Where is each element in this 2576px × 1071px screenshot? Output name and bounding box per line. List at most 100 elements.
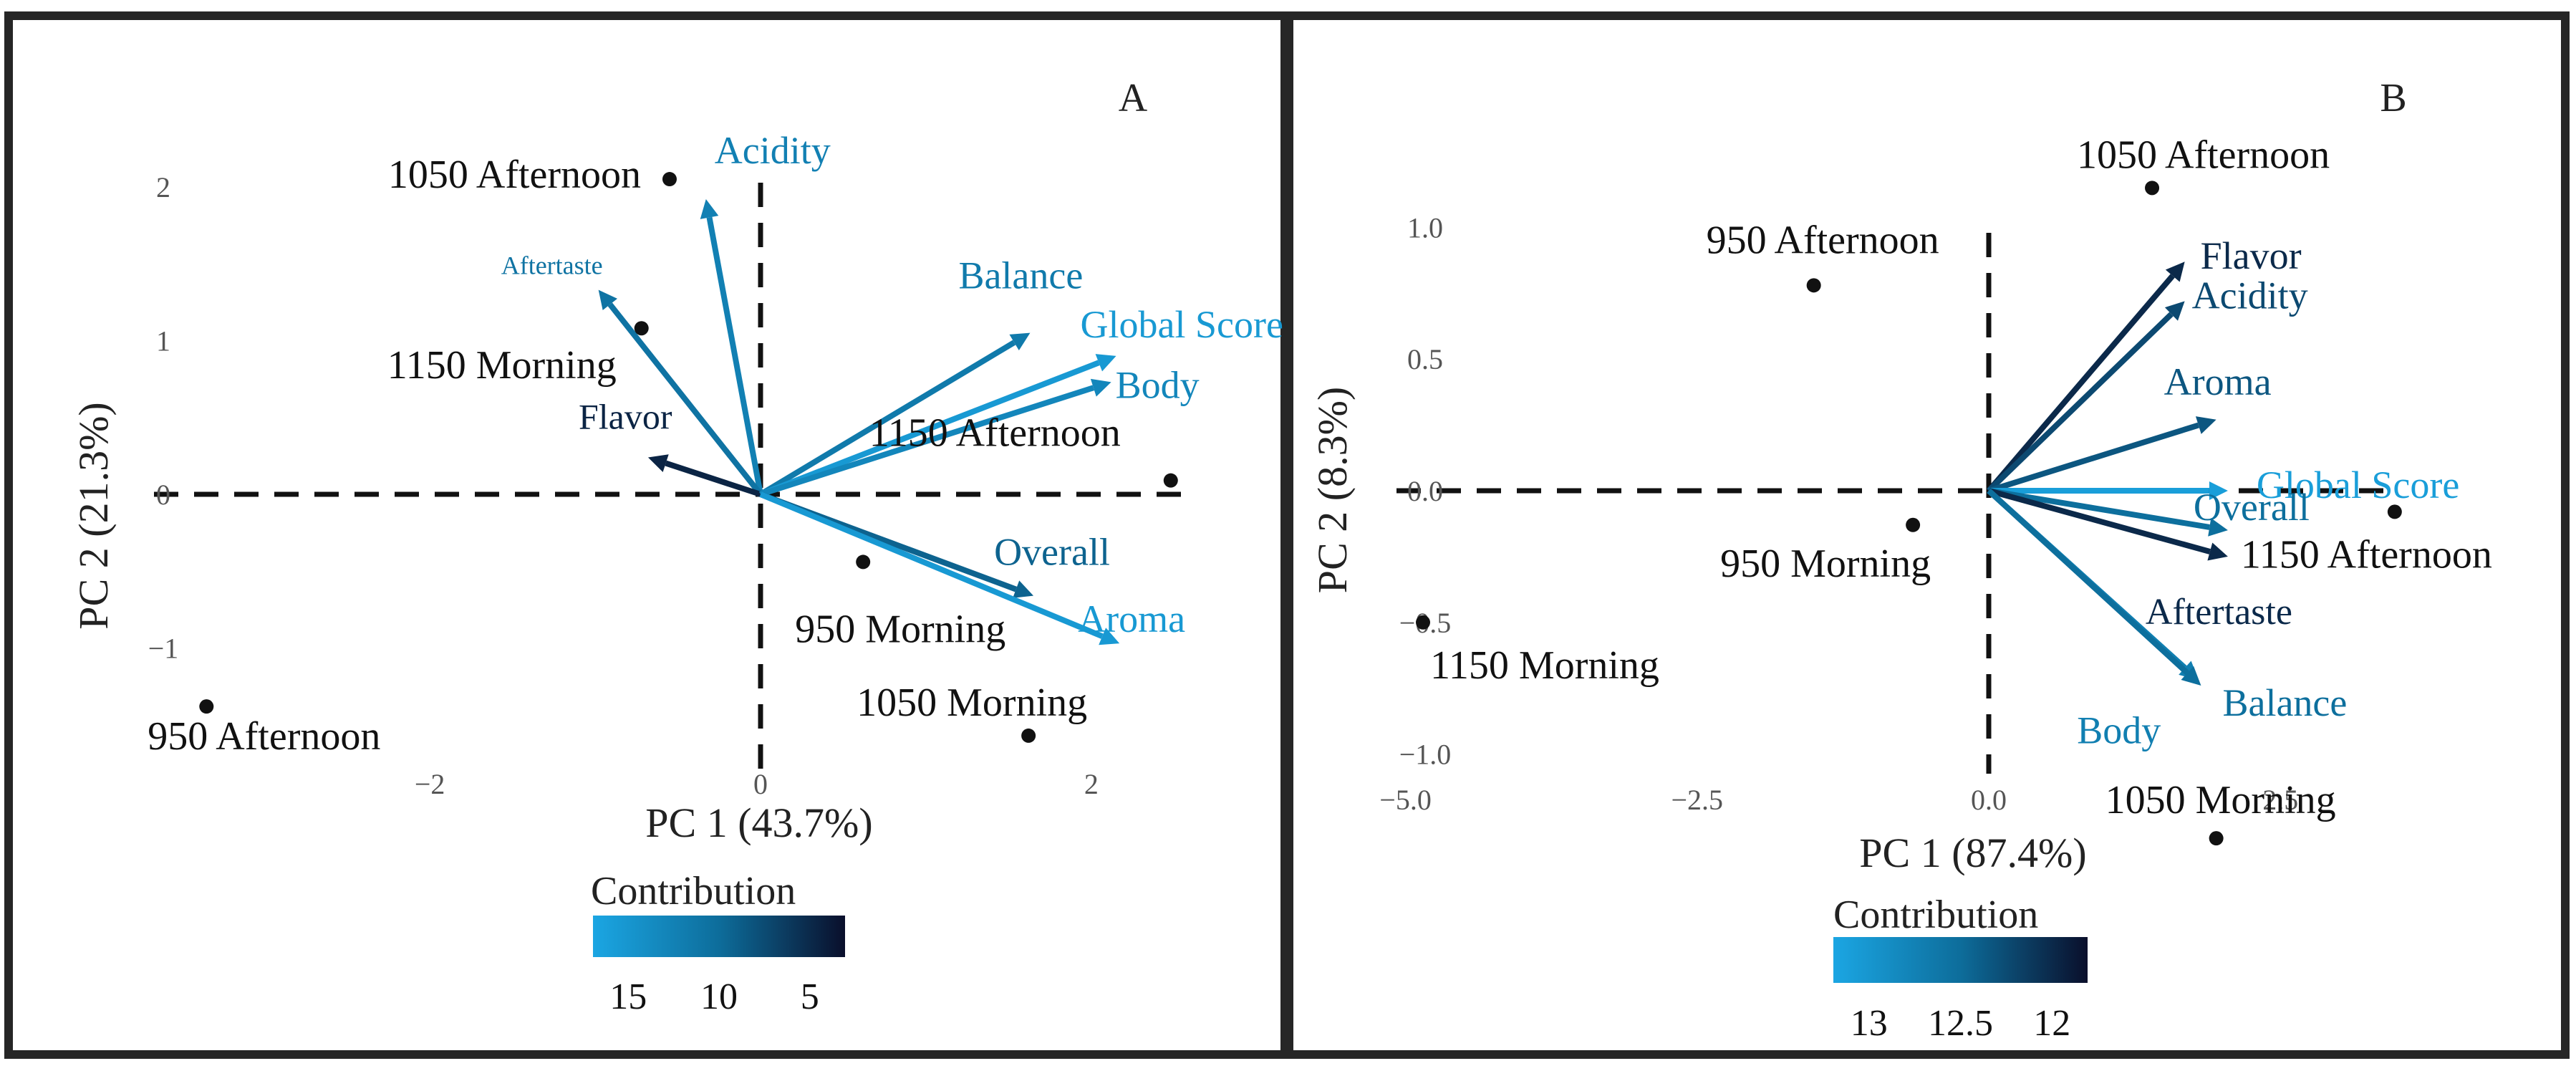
- point-label: 1150 Morning: [387, 343, 617, 388]
- vector-shaft: [1987, 312, 2174, 493]
- legend-colorbar: [1833, 937, 2088, 983]
- point-marker: [1416, 615, 1430, 630]
- point-1050-morning: 1050 Morning: [2105, 778, 2336, 846]
- y-axis-label: PC 2 (8.3%): [1309, 387, 1356, 593]
- y-tick-label: 1.0: [1407, 211, 1443, 244]
- loading-vectors: Acidity Aftertaste Flavor Balance Global Sco…: [501, 129, 1283, 645]
- vector-shaft: [1987, 422, 2200, 494]
- vector-arrowhead: [598, 289, 618, 311]
- vector-shaft: [1988, 488, 2210, 530]
- vector-shaft: [759, 360, 1100, 497]
- vector-arrowhead: [2207, 542, 2228, 561]
- vector-label: Body: [1116, 363, 1200, 406]
- point-marker: [1906, 517, 1921, 532]
- vector-label: Aroma: [2164, 360, 2272, 403]
- vector-arrowhead: [1009, 332, 1031, 351]
- vector-label: Aftertaste: [501, 251, 603, 280]
- vector-label: Overall: [2194, 486, 2310, 529]
- point-label: 950 Morning: [1720, 542, 1931, 586]
- x-tick-label: −2.5: [1671, 784, 1724, 816]
- x-tick-label: 0: [753, 768, 768, 800]
- point-marker: [1806, 278, 1821, 293]
- x-tick-labels: −5.0 −2.5 0.0 2.5: [1379, 784, 2298, 816]
- vector-label: Balance: [2222, 681, 2347, 724]
- legend-title: Contribution: [591, 869, 796, 913]
- y-tick-label: −1.0: [1399, 739, 1452, 771]
- point-950-afternoon: 950 Afternoon: [148, 699, 380, 759]
- panel-b-frame: [1285, 11, 2570, 1059]
- vector-arrowhead: [647, 454, 669, 472]
- point-marker: [1163, 473, 1178, 488]
- contribution-legend: Contribution 13 12.5 12: [1833, 893, 2088, 1044]
- legend-tick-label: 12: [2033, 1003, 2070, 1044]
- panel-label: A: [1119, 76, 1148, 120]
- legend-tick-label: 15: [609, 976, 647, 1017]
- y-tick-labels: 1.00.50.0−0.5−1.0: [1399, 211, 1452, 770]
- vector-arrowhead: [1090, 378, 1111, 397]
- vector-label: Overall: [994, 531, 1110, 574]
- vector-arrowhead: [1099, 628, 1120, 645]
- vector-label: Global Score: [1081, 303, 1283, 346]
- vector-arrowhead: [700, 198, 719, 219]
- legend-tick-label: 13: [1851, 1003, 1888, 1044]
- point-1050-morning: 1050 Morning: [857, 681, 1087, 743]
- vector-global-score: Global Score: [1989, 464, 2459, 506]
- vector-shaft: [1987, 489, 2189, 676]
- vector-arrowhead: [2195, 416, 2216, 434]
- vector-overall: Overall: [759, 491, 1110, 598]
- x-axis-label: PC 1 (43.7%): [645, 799, 872, 846]
- point-label: 950 Morning: [795, 607, 1005, 651]
- vector-aroma: Aroma: [759, 491, 1185, 645]
- y-tick-label: 1: [156, 325, 170, 357]
- panel-a: A −2 0 2 −1 0 1 2 Acidity Aftertaste Flavor Bala…: [70, 76, 1283, 1017]
- panel-label: B: [2380, 76, 2406, 120]
- x-tick-label: −2: [415, 768, 445, 800]
- point-marker: [199, 699, 214, 714]
- vector-label: Acidity: [2192, 274, 2308, 317]
- y-tick-labels: −1 0 1 2: [148, 171, 179, 665]
- point-label: 1050 Afternoon: [388, 153, 641, 197]
- vector-arrowhead: [2164, 301, 2185, 321]
- vector-label: Body: [2077, 709, 2161, 752]
- vector-shaft: [665, 460, 762, 497]
- legend-title: Contribution: [1833, 893, 2038, 937]
- vector-shaft: [1986, 274, 2175, 493]
- point-marker: [634, 321, 649, 336]
- point-marker: [2387, 504, 2402, 519]
- vector-body: Body: [759, 363, 1200, 497]
- vector-aroma: Aroma: [1987, 360, 2272, 494]
- vector-label: Global Score: [2257, 464, 2459, 506]
- vector-label: Flavor: [579, 396, 672, 436]
- vector-overall: Overall: [1988, 486, 2310, 537]
- point-label: 1050 Morning: [2105, 778, 2336, 822]
- y-tick-label: 0: [156, 479, 170, 511]
- point-label: 1150 Morning: [1430, 643, 1659, 688]
- y-tick-label: 0.5: [1407, 343, 1443, 375]
- zero-axes: [154, 183, 1192, 774]
- vector-acidity: Acidity: [1987, 274, 2308, 493]
- x-tick-label: 0.0: [1971, 784, 2007, 816]
- point-label: 950 Afternoon: [1707, 218, 1939, 262]
- vector-arrowhead: [1013, 580, 1034, 598]
- point-label: 1050 Morning: [857, 681, 1087, 725]
- vector-arrowhead: [2208, 518, 2228, 537]
- y-tick-label: −1: [148, 633, 179, 665]
- x-tick-label: 2.5: [2262, 784, 2298, 816]
- vector-arrowhead: [1095, 354, 1116, 372]
- legend-tick-label: 10: [700, 976, 738, 1017]
- x-tick-label: 2: [1084, 768, 1099, 800]
- vector-shaft: [758, 340, 1016, 497]
- vector-label: Flavor: [2201, 234, 2302, 277]
- point-marker: [856, 554, 871, 570]
- point-1050-afternoon: 1050 Afternoon: [2077, 133, 2330, 196]
- point-1150-morning: 1150 Morning: [387, 321, 649, 388]
- point-label: 1050 Afternoon: [2077, 133, 2330, 177]
- point-marker: [2209, 831, 2224, 846]
- point-950-morning: 950 Morning: [795, 554, 1005, 651]
- vector-aftertaste: Aftertaste: [501, 251, 763, 496]
- point-marker: [662, 172, 677, 187]
- x-tick-label: −5.0: [1379, 784, 1432, 816]
- vector-label: Balance: [958, 254, 1083, 297]
